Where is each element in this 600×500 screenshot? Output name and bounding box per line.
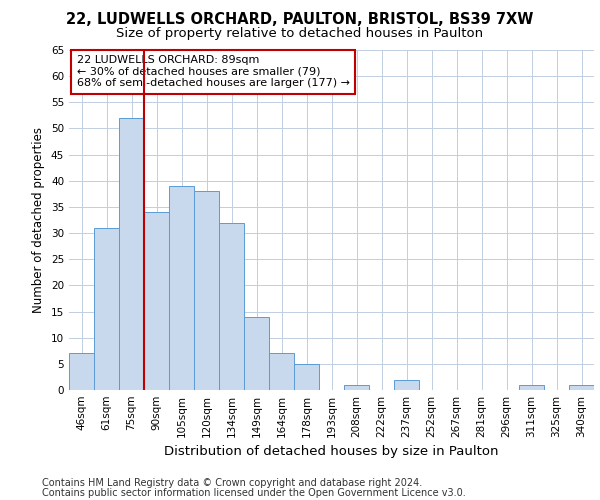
Bar	[569, 385, 594, 390]
Bar	[344, 385, 369, 390]
Bar	[169, 186, 194, 390]
Text: 22 LUDWELLS ORCHARD: 89sqm
← 30% of detached houses are smaller (79)
68% of semi: 22 LUDWELLS ORCHARD: 89sqm ← 30% of deta…	[77, 55, 350, 88]
Bar	[119, 118, 144, 390]
Bar	[219, 222, 244, 390]
Text: 22, LUDWELLS ORCHARD, PAULTON, BRISTOL, BS39 7XW: 22, LUDWELLS ORCHARD, PAULTON, BRISTOL, …	[67, 12, 533, 28]
Bar	[269, 354, 294, 390]
Bar	[394, 380, 419, 390]
X-axis label: Distribution of detached houses by size in Paulton: Distribution of detached houses by size …	[164, 446, 499, 458]
Bar	[94, 228, 119, 390]
Text: Size of property relative to detached houses in Paulton: Size of property relative to detached ho…	[116, 28, 484, 40]
Text: Contains HM Land Registry data © Crown copyright and database right 2024.: Contains HM Land Registry data © Crown c…	[42, 478, 422, 488]
Bar	[144, 212, 169, 390]
Bar	[69, 354, 94, 390]
Y-axis label: Number of detached properties: Number of detached properties	[32, 127, 46, 313]
Text: Contains public sector information licensed under the Open Government Licence v3: Contains public sector information licen…	[42, 488, 466, 498]
Bar	[244, 317, 269, 390]
Bar	[194, 191, 219, 390]
Bar	[519, 385, 544, 390]
Bar	[294, 364, 319, 390]
